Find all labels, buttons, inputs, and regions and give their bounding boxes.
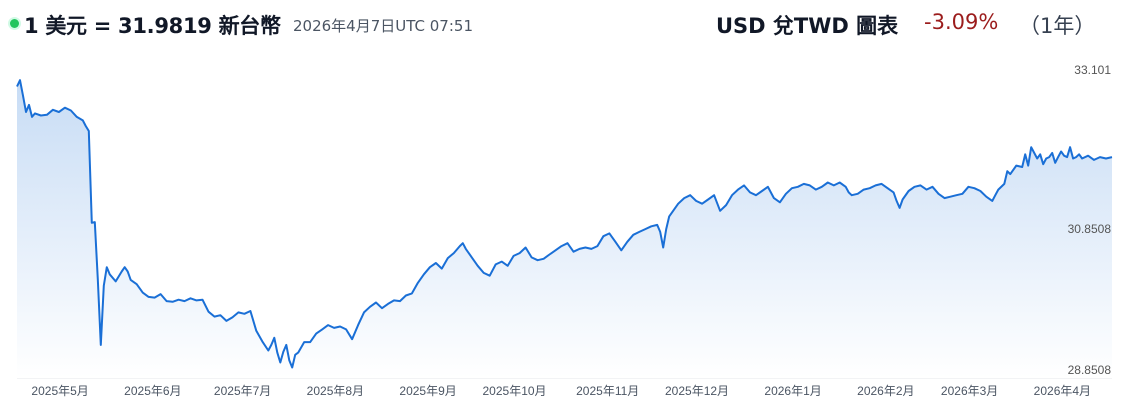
x-tick-label: 2025年5月 [31, 384, 88, 398]
change-percent: -3.09% [924, 10, 999, 34]
currency-pair-label: USD 兌TWD 圖表 [716, 14, 899, 38]
area-fill [17, 80, 1112, 378]
x-tick-label: 2025年10月 [483, 384, 547, 398]
y-tick-label: 30.8508 [1068, 222, 1112, 236]
x-axis-labels: 2025年5月 2025年6月 2025年7月 2025年8月 2025年9月 2025年… [31, 384, 1091, 398]
chart-title: USD 兌TWD 圖表 -3.09% （1年） [706, 10, 1126, 42]
live-indicator-icon [10, 19, 19, 28]
x-tick-label: 2025年11月 [576, 384, 639, 398]
x-tick-label: 2026年1月 [764, 384, 821, 398]
y-axis-labels: 33.101 30.8508 28.8508 [1068, 63, 1112, 377]
period-label: （1年） [1019, 14, 1096, 38]
rate-series-line[interactable] [16, 79, 1113, 369]
x-tick-label: 2026年4月 [1034, 384, 1091, 398]
x-tick-label: 2025年6月 [124, 384, 181, 398]
y-tick-label: 28.8508 [1068, 363, 1112, 377]
x-tick-label: 2026年3月 [941, 384, 998, 398]
x-tick-label: 2025年9月 [399, 384, 456, 398]
x-tick-label: 2025年12月 [665, 384, 729, 398]
x-tick-label: 2026年2月 [857, 384, 914, 398]
exchange-rate-text: 1 美元 = 31.9819 新台幣 [24, 14, 281, 38]
y-tick-label: 33.101 [1074, 63, 1111, 77]
x-tick-label: 2025年8月 [307, 384, 364, 398]
x-tick-label: 2025年7月 [214, 384, 271, 398]
rate-timestamp: 2026年4月7日UTC 07:51 [293, 17, 473, 35]
chart-header: 1 美元 = 31.9819 新台幣 2026年4月7日UTC 07:51 US… [0, 0, 1126, 50]
